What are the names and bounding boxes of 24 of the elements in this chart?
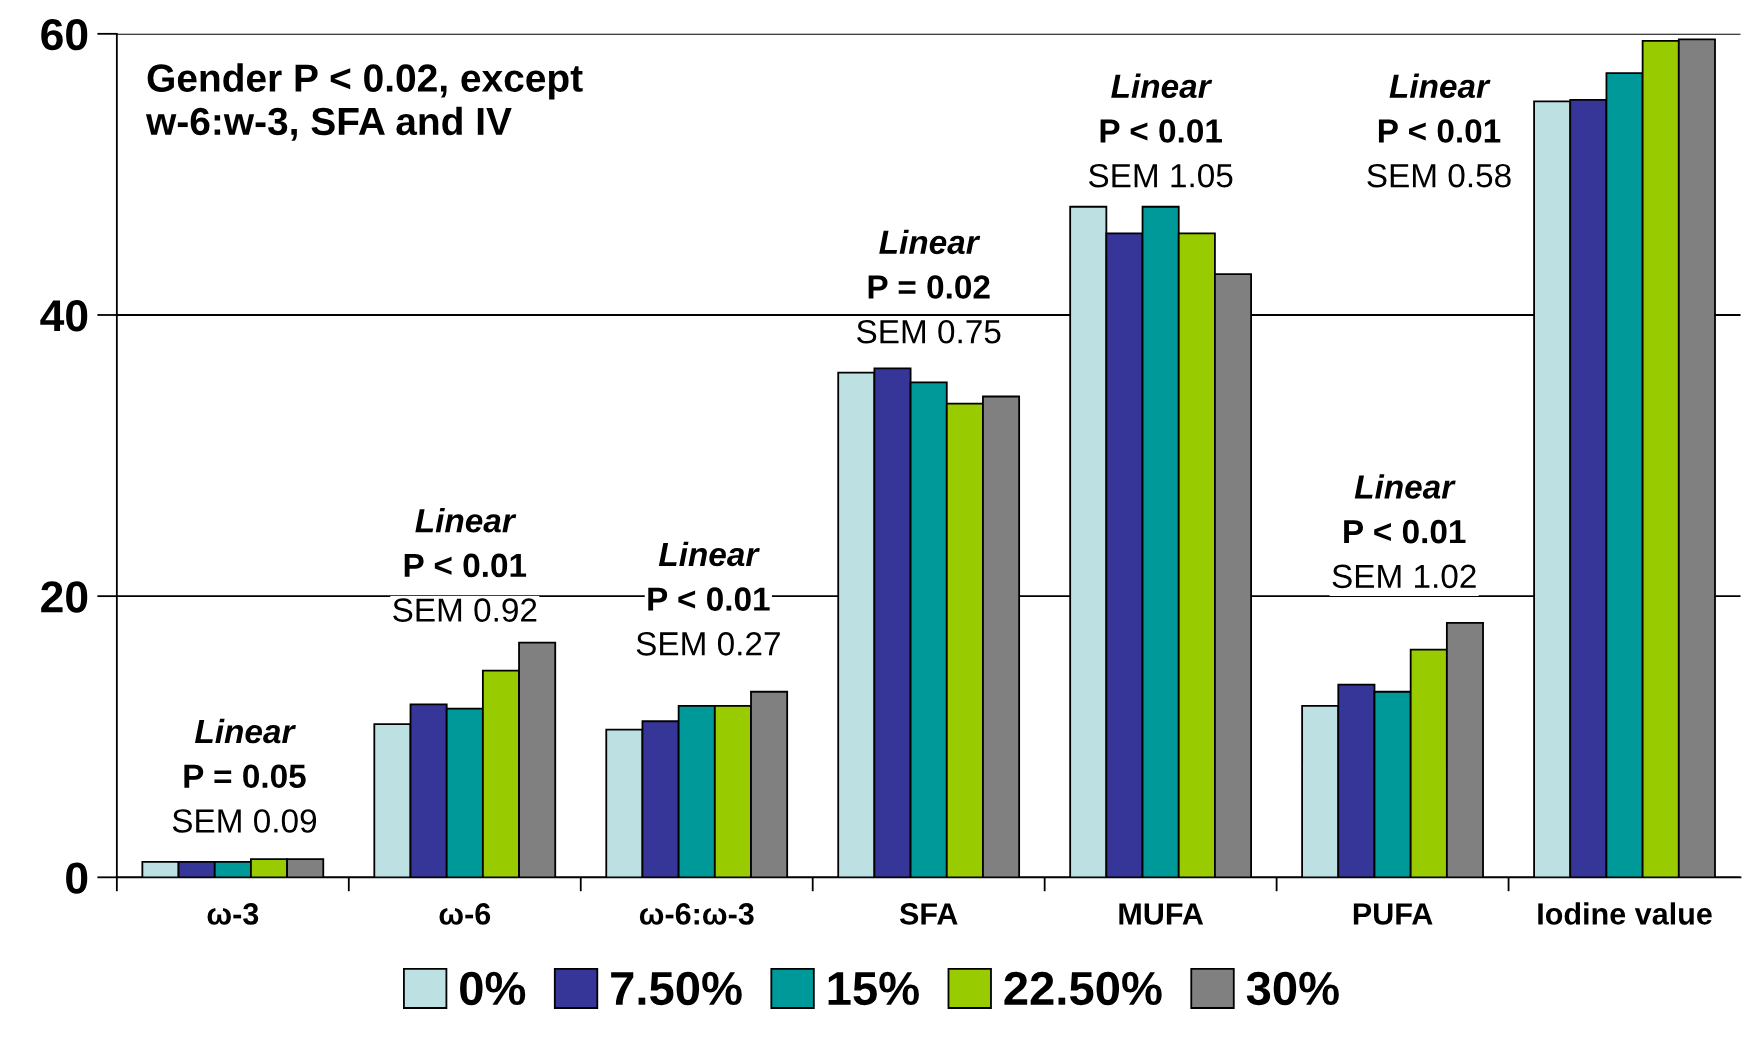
x-tick-label: ω-6: [439, 903, 491, 925]
annotation: Linear P < 0.01 SEM 0.92: [393, 508, 537, 622]
y-tick-label: 0: [66, 862, 88, 894]
annotation: Linear P < 0.01 SEM 1.05: [1088, 73, 1233, 188]
x-tick-label: ω-6:ω-3: [639, 903, 754, 925]
x-tick-label: ω-3: [207, 903, 259, 925]
annotation: Linear P = 0.02 SEM 0.75: [857, 229, 1001, 344]
annotation: Linear P < 0.01 SEM 1.02: [1332, 474, 1476, 589]
x-tick-label: Iodine value: [1538, 902, 1712, 925]
x-tick-label: SFA: [899, 903, 958, 925]
y-tick-label: 60: [41, 18, 88, 51]
legend-label: 30%: [1246, 971, 1339, 1006]
annotation: Linear P < 0.01 SEM 0.27: [636, 541, 780, 656]
legend-label: 7.50%: [611, 971, 742, 1006]
annotation: Gender P < 0.02, except w-6:w-3, SFA and IV: [145, 63, 583, 141]
legend-label: 22.50%: [1004, 971, 1162, 1006]
annotation: Linear P < 0.01 SEM 0.58: [1367, 73, 1511, 188]
legend-label: 0%: [460, 971, 526, 1006]
y-tick-label: 20: [41, 581, 88, 613]
legend-label: 15%: [828, 971, 919, 1006]
annotation: Linear P = 0.05 SEM 0.09: [172, 718, 317, 833]
x-tick-label: PUFA: [1353, 903, 1433, 925]
x-tick-label: MUFA: [1119, 903, 1204, 925]
y-tick-label: 40: [40, 300, 88, 332]
